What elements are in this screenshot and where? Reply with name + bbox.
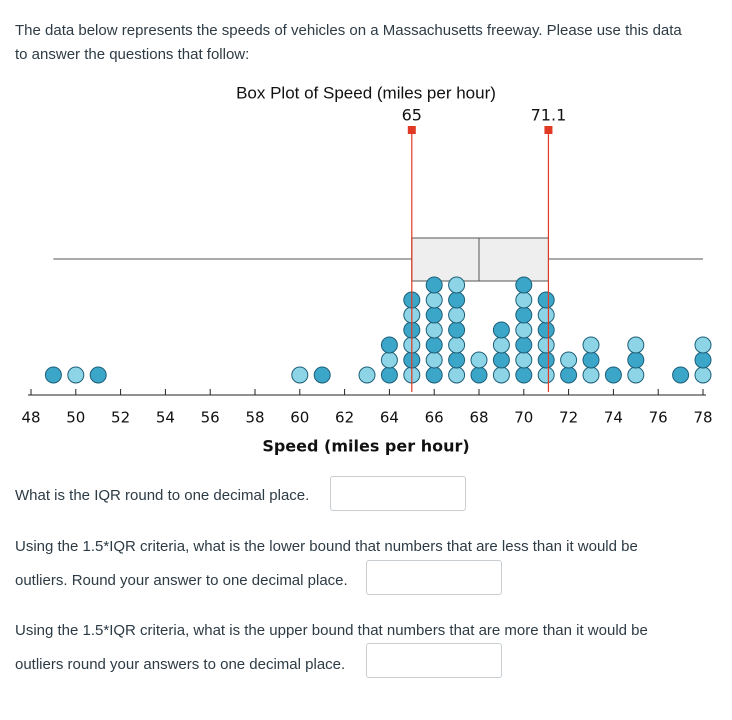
dot [560,366,578,384]
dot [492,321,510,339]
x-tick-label: 58 [245,409,264,427]
dot [492,336,510,354]
dot [313,366,331,384]
x-tick-label: 66 [425,409,444,427]
x-tick-label: 68 [469,409,488,427]
annotation-label: 65 [402,106,422,125]
dot [537,291,555,309]
box [411,237,549,282]
dot [515,306,533,324]
x-tick-label: 50 [66,409,85,427]
dot [425,351,443,369]
dot [582,336,600,354]
dot [515,276,533,294]
dot [470,366,488,384]
x-tick-label: 60 [290,409,309,427]
dot [380,336,398,354]
answer-input[interactable] [366,560,502,595]
x-tick-label: 70 [514,409,533,427]
dot [448,366,466,384]
dot [380,351,398,369]
dot [627,366,645,384]
answer-input[interactable] [330,476,466,511]
dot [537,336,555,354]
dot [560,351,578,369]
dot [448,276,466,294]
x-tick-label: 78 [693,409,712,427]
dot [694,351,712,369]
dot [358,366,376,384]
dot [448,336,466,354]
dot [425,366,443,384]
dot [537,321,555,339]
question-line: Using the 1.5*IQR criteria, what is the … [15,538,638,555]
dot [425,276,443,294]
x-axis-label: Speed (miles per hour) [262,437,469,456]
dot [537,351,555,369]
dot [627,336,645,354]
question-line: outliers round your answers to one decim… [15,656,346,673]
intro-line: The data below represents the speeds of … [15,22,682,39]
dot [448,291,466,309]
dot [470,351,488,369]
dot [492,366,510,384]
dot [627,351,645,369]
dot [515,351,533,369]
dot [515,321,533,339]
dot [425,306,443,324]
dot [67,366,85,384]
x-tick-label: 74 [604,409,623,427]
annotation-marker [407,126,416,134]
dot [582,351,600,369]
chart: Box Plot of Speed (miles per hour) Speed… [21,83,712,456]
dot [425,321,443,339]
dot [291,366,309,384]
question-line: outliers. Round your answer to one decim… [15,572,348,589]
dot [448,351,466,369]
dot [89,366,107,384]
x-tick-label: 52 [111,409,130,427]
answer-input[interactable] [366,643,502,678]
dot [515,336,533,354]
dot [694,366,712,384]
x-tick-label: 56 [201,409,220,427]
annotation-marker [544,126,553,134]
dot [582,366,600,384]
intro-line: to answer the questions that follow: [15,46,250,63]
dot [672,366,690,384]
dot [425,336,443,354]
dot [537,306,555,324]
x-tick-label: 62 [335,409,354,427]
dot [492,351,510,369]
dot [694,336,712,354]
dot [44,366,62,384]
dot [604,366,622,384]
x-tick-label: 54 [156,409,175,427]
dot [380,366,398,384]
question-line: What is the IQR round to one decimal pla… [15,487,310,504]
x-tick-label: 64 [380,409,399,427]
x-tick-label: 76 [649,409,668,427]
dot [515,291,533,309]
annotation-label: 71.1 [531,106,567,125]
dot [448,306,466,324]
dot [537,366,555,384]
dot [515,366,533,384]
question-line: Using the 1.5*IQR criteria, what is the … [15,622,648,639]
dot [448,321,466,339]
x-tick-label: 72 [559,409,578,427]
x-tick-label: 48 [21,409,40,427]
chart-title: Box Plot of Speed (miles per hour) [236,83,496,102]
dot [425,291,443,309]
